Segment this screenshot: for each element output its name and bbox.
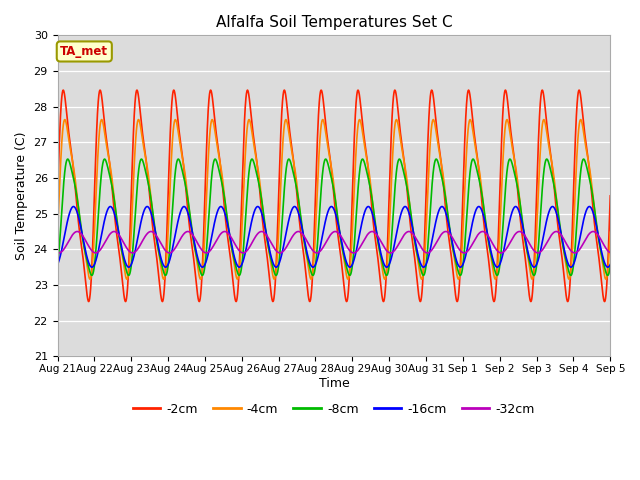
-16cm <box>607 262 614 267</box>
-32cm <box>490 242 497 248</box>
-32cm <box>153 233 161 239</box>
-8cm <box>153 239 161 244</box>
-4cm <box>153 240 161 246</box>
-32cm <box>606 250 614 255</box>
-32cm <box>332 228 339 234</box>
Legend: -2cm, -4cm, -8cm, -16cm, -32cm: -2cm, -4cm, -8cm, -16cm, -32cm <box>128 398 540 420</box>
-4cm <box>458 249 466 255</box>
-32cm <box>607 250 614 255</box>
-4cm <box>123 276 131 282</box>
-32cm <box>458 249 466 255</box>
-32cm <box>54 250 61 255</box>
-2cm <box>490 297 497 303</box>
-16cm <box>153 236 161 242</box>
-4cm <box>314 188 321 193</box>
-4cm <box>490 268 497 274</box>
-8cm <box>490 261 497 267</box>
-16cm <box>428 242 435 248</box>
-4cm <box>54 229 61 235</box>
-8cm <box>314 245 321 251</box>
Line: -2cm: -2cm <box>58 90 611 301</box>
Line: -8cm: -8cm <box>58 159 611 276</box>
-2cm <box>306 299 314 304</box>
-2cm <box>354 87 362 93</box>
Y-axis label: Soil Temperature (C): Soil Temperature (C) <box>15 132 28 260</box>
Text: TA_met: TA_met <box>60 45 108 58</box>
-8cm <box>530 273 538 278</box>
Line: -4cm: -4cm <box>58 120 611 279</box>
-8cm <box>428 195 435 201</box>
-16cm <box>458 263 466 269</box>
-8cm <box>458 270 465 276</box>
-32cm <box>350 250 358 256</box>
Line: -16cm: -16cm <box>58 206 611 267</box>
-2cm <box>428 88 435 94</box>
-8cm <box>606 266 614 272</box>
-4cm <box>607 229 614 235</box>
-8cm <box>469 156 477 162</box>
-2cm <box>607 193 614 199</box>
-2cm <box>606 209 614 215</box>
-32cm <box>314 250 321 256</box>
Title: Alfalfa Soil Temperatures Set C: Alfalfa Soil Temperatures Set C <box>216 15 452 30</box>
X-axis label: Time: Time <box>319 377 349 390</box>
-16cm <box>438 204 446 209</box>
-4cm <box>503 117 511 122</box>
-2cm <box>314 139 321 144</box>
Line: -32cm: -32cm <box>58 231 611 253</box>
-16cm <box>314 257 321 263</box>
-2cm <box>458 221 466 227</box>
-8cm <box>54 263 61 269</box>
-2cm <box>153 256 161 262</box>
-4cm <box>606 240 614 245</box>
-16cm <box>606 263 614 268</box>
-16cm <box>490 258 497 264</box>
-16cm <box>456 264 464 270</box>
-32cm <box>428 248 435 253</box>
-4cm <box>428 127 435 133</box>
-16cm <box>54 262 61 267</box>
-2cm <box>54 193 61 199</box>
-8cm <box>607 263 614 269</box>
